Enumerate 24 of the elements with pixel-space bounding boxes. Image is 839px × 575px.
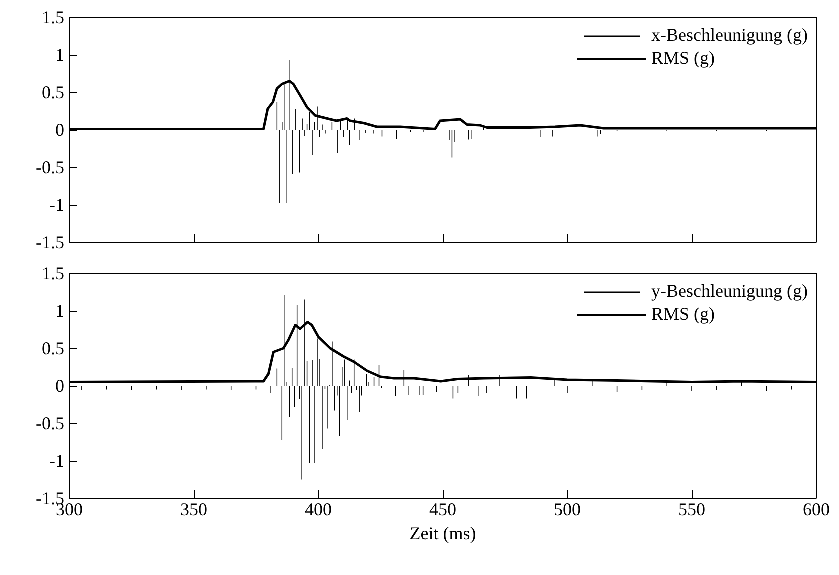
y-tick-label: 0 xyxy=(56,120,64,140)
y-tick-label: 0.5 xyxy=(42,82,64,102)
y-tick-label: -0.5 xyxy=(36,414,65,434)
y-tick-label: -1 xyxy=(50,195,65,215)
y-tick-label: 1.5 xyxy=(42,8,64,28)
x-tick-label: 600 xyxy=(803,500,830,520)
legend-label: y-Beschleunigung (g) xyxy=(652,281,808,302)
y-tick-label: 0.5 xyxy=(42,338,64,358)
x-tick-label: 500 xyxy=(554,500,581,520)
y-tick-label: -0.5 xyxy=(36,158,65,178)
x-axis-title: Zeit (ms) xyxy=(410,524,476,544)
legend-label: x-Beschleunigung (g) xyxy=(652,25,808,46)
y-tick-label: 0 xyxy=(56,376,64,396)
x-tick-label: 350 xyxy=(180,500,208,520)
y-tick-label: 1.5 xyxy=(42,264,64,284)
x-tick-label: 400 xyxy=(305,500,332,520)
y-tick-label: 1 xyxy=(56,301,64,321)
x-tick-label: 450 xyxy=(430,500,456,520)
x-tick-label: 550 xyxy=(678,500,706,520)
legend-label: RMS (g) xyxy=(652,48,716,69)
legend-label: RMS (g) xyxy=(652,304,716,325)
y-tick-label: -1 xyxy=(50,451,65,471)
y-tick-label: -1.5 xyxy=(36,232,65,252)
y-tick-label: 1 xyxy=(56,45,64,65)
